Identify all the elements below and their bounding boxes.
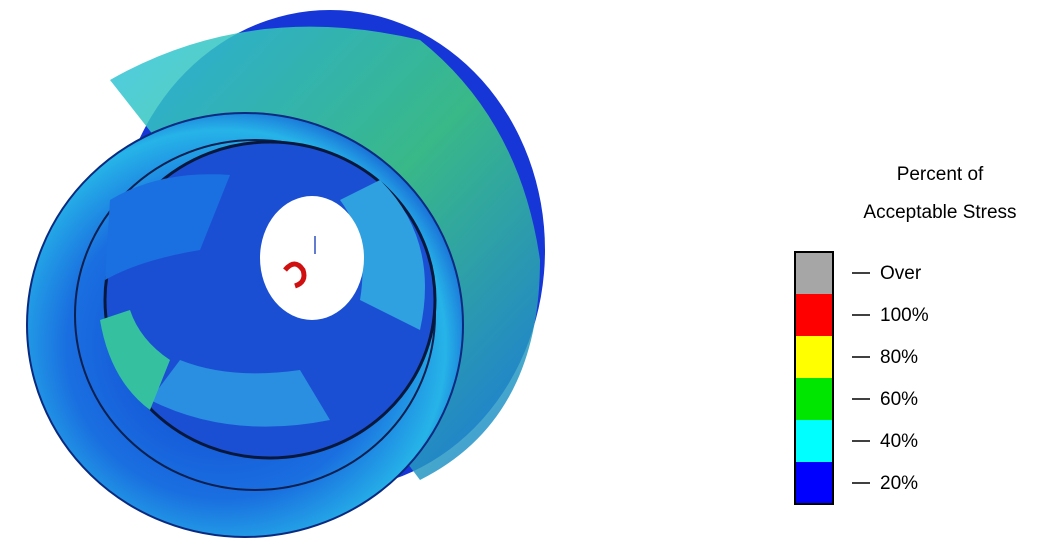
legend-swatch [795,252,833,294]
legend-label: 60% [880,389,918,410]
legend-swatch [795,378,833,420]
legend-swatch [795,336,833,378]
legend-title: Acceptable Stress [863,202,1016,223]
legend-label: 80% [880,347,918,368]
legend-title: Percent of [897,164,984,185]
hub-hole [260,196,364,320]
legend-swatch [795,462,833,504]
legend-swatch [795,294,833,336]
legend-label: 100% [880,305,929,326]
impeller-render [27,10,545,537]
legend-label: 20% [880,473,918,494]
page: Percent of Acceptable Stress Over 100% 80%… [0,0,1053,549]
legend-label: Over [880,263,922,284]
legend: Over 100% 80% 60% 40% 20% [795,252,929,504]
legend-swatch [795,420,833,462]
legend-label: 40% [880,431,918,452]
